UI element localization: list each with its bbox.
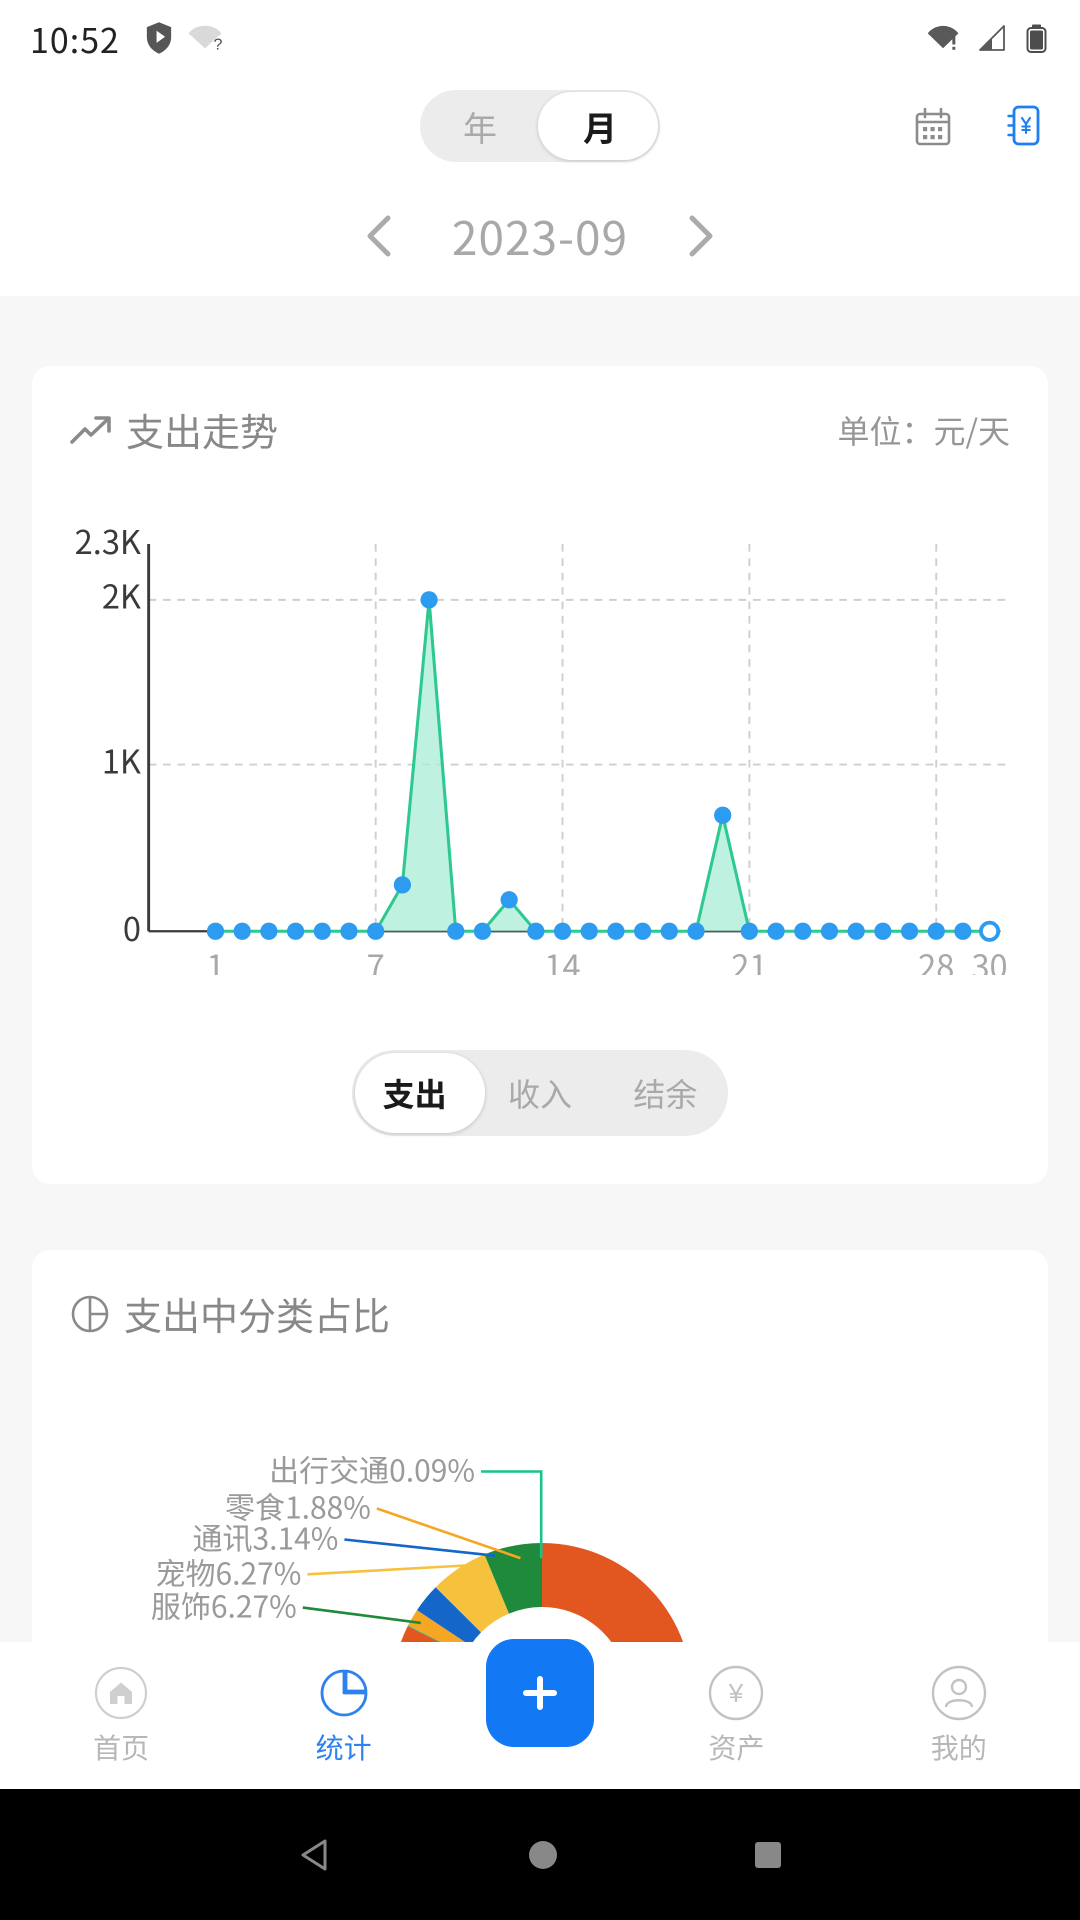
- svg-text:30: 30: [971, 941, 1007, 975]
- svg-text:服饰6.27%: 服饰6.27%: [151, 1583, 297, 1627]
- svg-text:2K: 2K: [102, 572, 141, 619]
- svg-text:¥: ¥: [728, 1678, 744, 1708]
- svg-text:1: 1: [206, 941, 224, 975]
- svg-text:28: 28: [918, 941, 954, 975]
- svg-text:7: 7: [367, 941, 385, 975]
- svg-text:1K: 1K: [102, 736, 141, 783]
- svg-text:14: 14: [544, 941, 580, 975]
- svg-text:2.3K: 2.3K: [75, 517, 141, 564]
- svg-text:21: 21: [731, 941, 767, 975]
- svg-text:0: 0: [123, 904, 141, 951]
- svg-text:?: ?: [213, 35, 222, 53]
